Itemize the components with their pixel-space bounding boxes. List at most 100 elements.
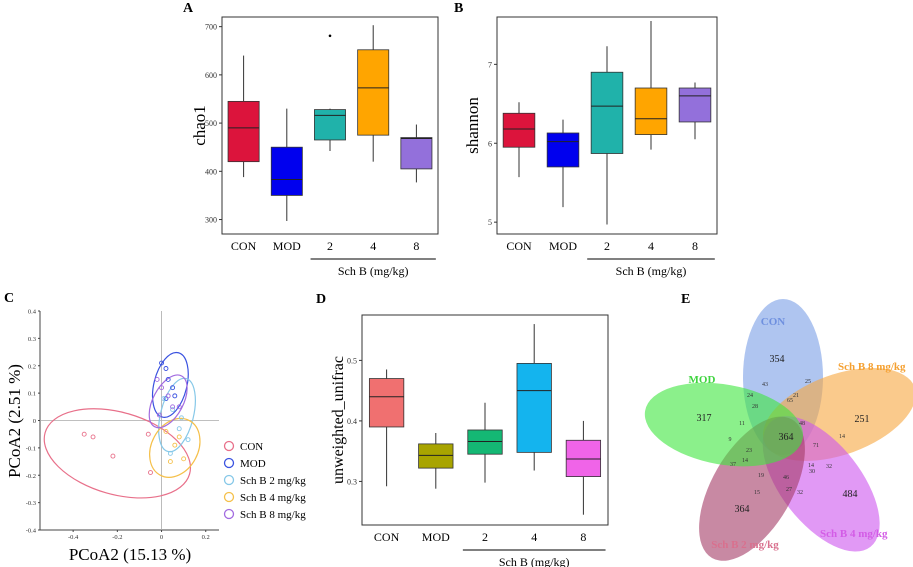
y-tick-label: 0.3 (347, 477, 357, 486)
x-axis-label: PCoA2 (15.13 %) (69, 545, 191, 564)
venn-set-MOD (644, 382, 804, 467)
box-CON (502, 112, 536, 148)
panel-letter-c: C (4, 291, 14, 306)
point-SchB8 (165, 393, 171, 399)
plot-frame (361, 314, 609, 526)
box-CON (227, 100, 260, 163)
venn-region-count: 30 (809, 469, 815, 475)
panel-letter-e: E (681, 292, 690, 307)
point-SchB8 (170, 404, 176, 410)
y-tick-label: 500 (205, 119, 217, 128)
outlier-point (328, 34, 332, 38)
ellipse-CON (43, 408, 192, 499)
box-2 (590, 71, 624, 154)
point-SchB2 (167, 450, 173, 456)
y-tick-label: -0.4 (26, 528, 37, 535)
x-tick-label: 4 (648, 239, 654, 253)
x-tick-label: 8 (692, 239, 698, 253)
legend-key-CON (223, 440, 235, 452)
panel-e-venn: 354 251 484 364 317 364 43 24 25 21 28 65 48 14 11 9 71 1… (644, 299, 913, 561)
x-tick-label: 4 (370, 239, 376, 253)
box-CON (368, 378, 405, 428)
box-2 (314, 109, 346, 141)
point-CON (148, 470, 153, 475)
panel-letter-d: D (316, 292, 326, 307)
box-4 (634, 87, 668, 135)
point-SchB2 (185, 437, 191, 443)
venn-region-count: 9 (729, 437, 732, 443)
venn-region-count: 32 (826, 464, 832, 470)
venn-region-count: 14 (808, 463, 814, 469)
legend-label: Sch B 8 mg/kg (240, 509, 306, 521)
point-SchB8 (159, 385, 164, 391)
venn-region-count: 37 (730, 462, 736, 468)
y-tick-label: 0.1 (28, 391, 36, 398)
ellipse-MOD (151, 351, 189, 418)
point-SchB4 (167, 459, 173, 465)
x-tick-label: 4 (531, 530, 537, 544)
venn-region-count: 71 (813, 443, 819, 449)
box-MOD (546, 132, 580, 168)
x-axis-label: Sch B (mg/kg) (338, 264, 409, 278)
legend-label: CON (240, 441, 263, 453)
y-tick-label: 700 (205, 23, 217, 32)
y-tick-label: 0.4 (28, 309, 37, 316)
x-tick-label: 2 (327, 239, 333, 253)
point-MOD (172, 393, 178, 399)
ellipse-SchB2 (158, 377, 196, 453)
venn-region-count: 65 (787, 398, 793, 404)
x-axis-label: Sch B (mg/kg) (499, 555, 570, 567)
point-CON (81, 431, 87, 437)
point-SchB8 (154, 376, 160, 382)
x-tick-label: 0 (160, 534, 163, 541)
venn-set-label: CON (761, 316, 786, 328)
legend-key-MOD (223, 457, 235, 469)
panel-b-boxplot: 5 6 7 CON MOD 2 4 8 shannon Sch B (mg/kg) (463, 16, 718, 278)
y-tick-label: 7 (488, 60, 492, 69)
venn-region-count: 19 (758, 473, 764, 479)
venn-set-label: Sch B 2 mg/kg (711, 539, 779, 551)
venn-region-count: 15 (754, 490, 760, 496)
panel-letter-b: B (454, 1, 463, 16)
y-tick-label: 6 (488, 139, 492, 148)
point-SchB2 (178, 415, 184, 421)
y-tick-label: 5 (488, 218, 492, 227)
y-tick-label: 400 (205, 167, 217, 176)
x-tick-label: 2 (482, 530, 488, 544)
x-tick-label: 8 (413, 239, 419, 253)
point-SchB2 (176, 426, 182, 432)
venn-region-count: 32 (797, 490, 803, 496)
point-SchB4 (172, 442, 178, 448)
venn-region-count: 43 (762, 382, 768, 388)
point-CON (90, 434, 96, 440)
point-MOD (163, 366, 169, 371)
box-8 (678, 87, 712, 123)
x-tick-label: 8 (580, 530, 586, 544)
box-4 (357, 49, 390, 136)
venn-unique-count: 317 (697, 413, 712, 424)
panel-a-boxplot: 300 400 500 600 700 CON MOD 2 4 8 chao1 Sch B (mg/k… (190, 16, 439, 278)
venn-region-count: 21 (793, 393, 799, 399)
point-SchB8 (156, 412, 162, 418)
plot-frame (496, 16, 718, 235)
y-tick-label: 300 (205, 216, 217, 225)
point-MOD (159, 360, 164, 366)
point-SchB8 (176, 404, 182, 410)
y-tick-label: 0.2 (28, 363, 36, 370)
x-tick-label: 0.2 (202, 534, 210, 541)
x-tick-label: CON (374, 530, 400, 544)
panel-d-boxplot: 0.3 0.4 0.5 CON MOD 2 4 8 unweighted_unifrac Sch … (330, 314, 609, 567)
legend-key-SchB4 (223, 491, 235, 503)
point-CON (110, 453, 116, 459)
x-tick-label: MOD (422, 530, 450, 544)
legend-key-SchB8 (223, 508, 235, 520)
x-tick-label: -0.4 (68, 534, 79, 541)
plot-frame (221, 16, 439, 235)
x-tick-label: CON (231, 239, 257, 253)
y-axis-label: unweighted_unifrac (330, 356, 347, 484)
y-tick-label: 0 (33, 418, 36, 425)
x-tick-label: MOD (273, 239, 301, 253)
venn-region-count: 24 (747, 393, 753, 399)
point-MOD (170, 385, 176, 391)
